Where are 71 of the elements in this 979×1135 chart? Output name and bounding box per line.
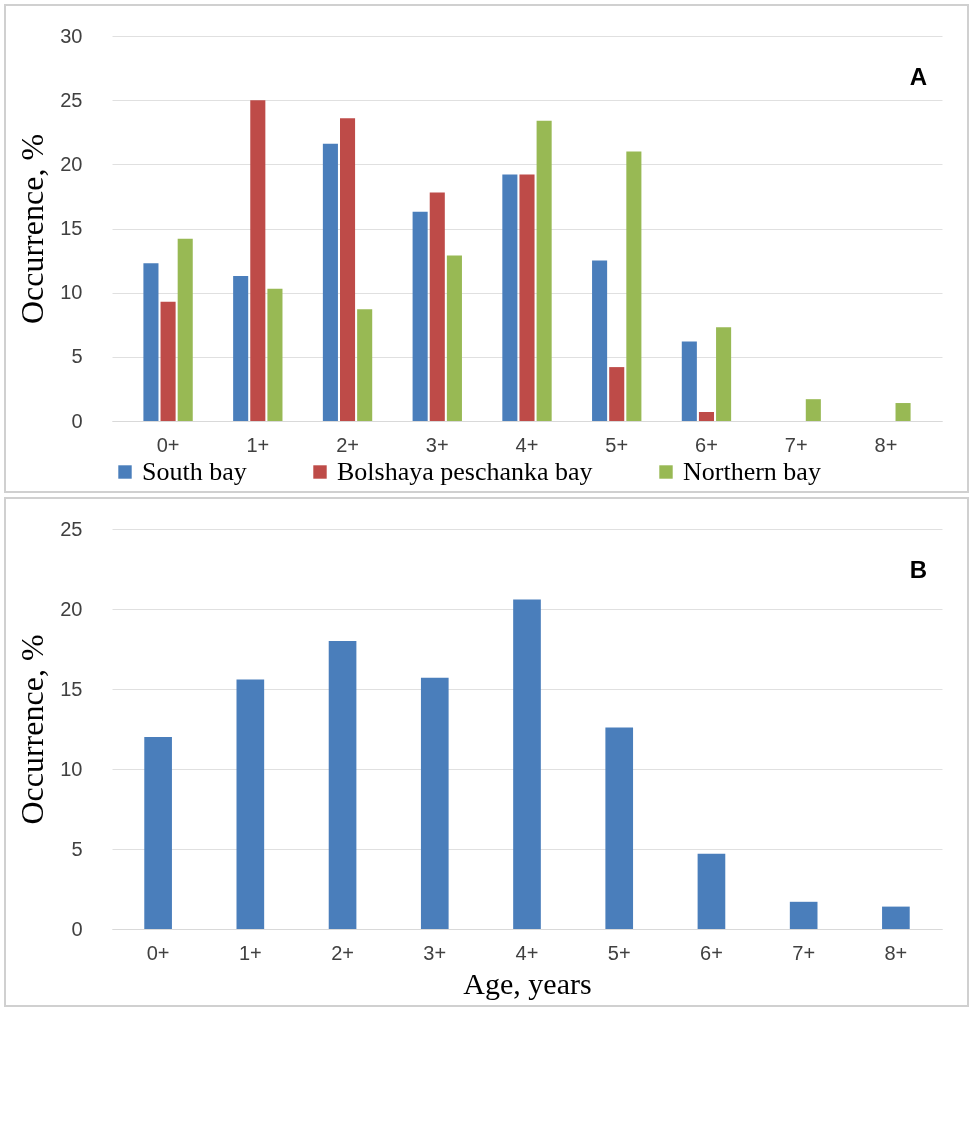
annotation: A: [909, 63, 927, 90]
x-tick-label: 1+: [238, 941, 262, 964]
x-tick-label: 8+: [884, 941, 908, 964]
y-tick-label: 10: [60, 757, 83, 780]
bar: [697, 853, 726, 929]
y-tick-label: 5: [71, 345, 83, 368]
bar: [144, 737, 172, 929]
bar: [143, 263, 159, 421]
bar: [357, 309, 373, 421]
bar: [160, 301, 176, 421]
bar: [502, 174, 518, 421]
y-tick-label: 0: [71, 409, 83, 432]
y-tick-label: 25: [60, 88, 83, 111]
bar: [340, 118, 356, 421]
x-tick-label: 0+: [156, 433, 180, 456]
x-tick-label: 3+: [425, 433, 449, 456]
bar: [322, 143, 338, 421]
bar: [519, 174, 535, 421]
x-tick-label: 4+: [515, 941, 539, 964]
legend-label: South bay: [142, 457, 247, 486]
bar: [236, 679, 265, 929]
x-tick-label: 3+: [423, 941, 447, 964]
y-tick-label: 10: [60, 281, 83, 304]
bar: [250, 100, 266, 421]
y-axis-title: Occurrence, %: [14, 634, 51, 825]
legend-label: Bolshaya peschanka bay: [337, 457, 593, 486]
bar: [513, 599, 541, 929]
y-tick-label: 5: [71, 837, 83, 860]
y-tick-label: 30: [60, 24, 83, 47]
bar: [233, 275, 249, 421]
x-tick-label: 6+: [695, 433, 718, 456]
x-tick-label: 0+: [146, 941, 170, 964]
x-tick-label: 2+: [336, 433, 359, 456]
bar: [412, 211, 428, 421]
bar: [805, 399, 821, 421]
x-tick-label: 8+: [874, 433, 898, 456]
bar: [716, 327, 732, 421]
bar: [429, 192, 445, 421]
bar: [789, 901, 818, 929]
x-axis-title: Age, years: [463, 966, 592, 1000]
bar: [177, 238, 193, 421]
y-tick-label: 15: [60, 677, 83, 700]
bar: [605, 727, 634, 929]
x-tick-label: 4+: [515, 433, 539, 456]
bar: [681, 341, 697, 421]
bar: [420, 677, 449, 929]
bar: [609, 367, 625, 421]
y-tick-label: 0: [71, 917, 83, 940]
bar: [698, 412, 714, 421]
y-tick-label: 20: [60, 152, 83, 175]
bar: [895, 403, 911, 421]
x-tick-label: 6+: [700, 941, 723, 964]
bar: [882, 906, 910, 929]
y-tick-label: 25: [60, 517, 83, 540]
y-tick-label: 15: [60, 217, 83, 239]
bar: [626, 151, 642, 421]
bar: [446, 255, 462, 421]
y-tick-label: 20: [60, 597, 83, 620]
x-tick-label: 7+: [784, 433, 808, 456]
x-tick-label: 7+: [792, 941, 816, 964]
bar: [267, 288, 283, 421]
x-tick-label: 5+: [605, 433, 629, 456]
legend-label: Northern bay: [683, 457, 821, 486]
bar: [328, 641, 357, 929]
bar: [592, 260, 608, 421]
x-tick-label: 2+: [331, 941, 354, 964]
y-axis-title: Occurrence, %: [14, 133, 51, 325]
x-tick-label: 5+: [607, 941, 631, 964]
bar: [536, 120, 552, 421]
annotation: B: [909, 556, 927, 583]
x-tick-label: 1+: [246, 433, 270, 456]
